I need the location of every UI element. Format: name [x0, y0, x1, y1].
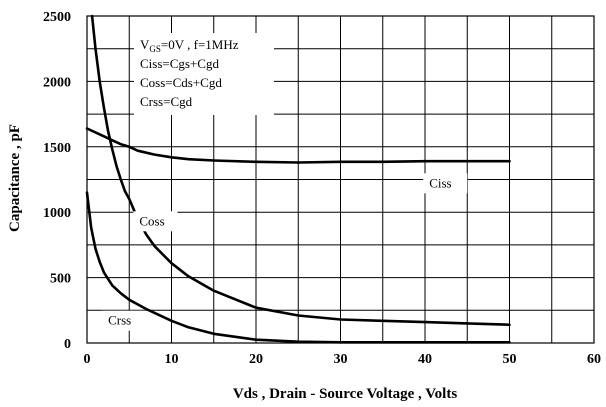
y-tick-label: 1500	[43, 141, 71, 156]
series-line-crss	[85, 191, 511, 344]
annotation-ciss-def: Ciss=Cgs+Cgd	[140, 56, 219, 71]
y-tick-label: 1000	[43, 206, 71, 221]
series-label-crss: Crss	[108, 313, 131, 328]
annotation-crss-def: Crss=Cgd	[140, 94, 193, 109]
x-tick-label: 50	[503, 352, 517, 367]
x-tick-label: 60	[587, 352, 601, 367]
x-tick-label: 0	[84, 352, 91, 367]
series-label-background	[423, 173, 468, 194]
series-label-background	[102, 310, 147, 331]
series-label-background	[133, 211, 178, 232]
x-tick-label: 10	[165, 352, 179, 367]
label-layer: Ciss Coss Crss	[102, 173, 468, 331]
x-tick-label: 40	[418, 352, 432, 367]
annotation-background	[134, 33, 274, 115]
series-label-coss: Coss	[139, 213, 164, 228]
annotation-conditions: VGS=0V , f=1MHz	[140, 37, 239, 54]
x-tick-label: 30	[334, 352, 348, 367]
series-label-ciss: Ciss	[429, 175, 451, 190]
annotation-coss-def: Coss=Cds+Cgd	[140, 75, 222, 90]
y-tick-label: 2500	[43, 10, 71, 25]
y-tick-label: 0	[64, 337, 71, 352]
grid-layer	[86, 15, 595, 344]
curve-layer	[85, 14, 511, 344]
y-tick-label: 2000	[43, 75, 71, 90]
y-axis-label: Capacitance , pF	[7, 124, 23, 232]
tick-layer: 0 10 20 30 40 50 60 0 500 1000 1500 2000 2500	[43, 10, 601, 367]
x-tick-label: 20	[249, 352, 263, 367]
x-axis-label: Vds , Drain - Source Voltage , Volts	[233, 386, 457, 402]
y-tick-label: 500	[50, 272, 71, 287]
series-line-coss	[90, 14, 511, 326]
annotation-box: VGS=0V , f=1MHz Ciss=Cgs+Cgd Coss=Cds+Cg…	[134, 33, 274, 115]
